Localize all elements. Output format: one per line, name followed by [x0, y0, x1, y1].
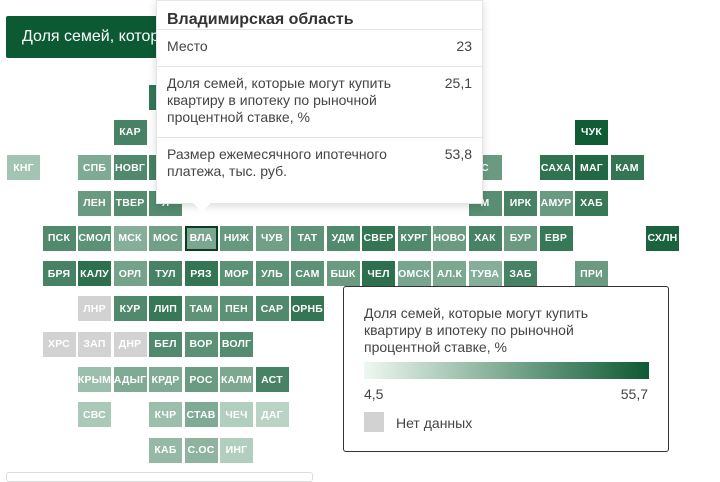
region-tile[interactable]: МОС	[149, 225, 182, 251]
region-tile[interactable]: УЛЬ	[255, 261, 289, 287]
region-tile[interactable]: АДЫГ	[113, 367, 147, 392]
region-tile[interactable]: ВОЛГ	[220, 331, 253, 357]
no-data-label: Нет данных	[396, 415, 473, 431]
tooltip-row-rank: Место 23	[157, 29, 482, 66]
region-tile[interactable]: ТАМ	[184, 296, 218, 322]
region-tile[interactable]: РЯЗ	[184, 261, 218, 287]
region-tile[interactable]: СХЛН	[646, 225, 679, 251]
region-tile[interactable]: ЧЕЛ	[362, 261, 395, 287]
legend-color-scale	[364, 362, 649, 379]
region-tooltip: Владимирская область Место 23 Доля семей…	[156, 0, 483, 212]
legend-max-label: 55,7	[620, 386, 648, 402]
region-tile[interactable]: НОВГ	[113, 155, 147, 181]
region-tile[interactable]: КНГ	[7, 155, 40, 181]
tooltip-title: Владимирская область	[167, 11, 354, 28]
tooltip-row-share: Доля семей, которые могут купить квартир…	[157, 66, 482, 137]
tooltip-row-label: Место	[167, 38, 208, 54]
region-tile[interactable]: КУР	[113, 296, 147, 322]
region-tile[interactable]: МОР	[220, 261, 253, 287]
tooltip-row-value: 53,8	[444, 146, 472, 162]
tooltip-row-label: Доля семей, которые могут купить квартир…	[167, 75, 392, 125]
region-tile[interactable]: МАГ	[575, 155, 608, 181]
region-tile[interactable]: НИЖ	[220, 225, 253, 251]
region-tile[interactable]: БШК	[326, 261, 360, 287]
region-tile[interactable]: КРЫМ	[78, 367, 111, 392]
region-tile[interactable]: ПЕН	[220, 296, 253, 322]
region-tile[interactable]: ОРНБ	[291, 296, 324, 322]
region-tile[interactable]: КАЛМ	[220, 367, 253, 392]
region-tile[interactable]: ЧЕЧ	[220, 402, 253, 428]
region-tile[interactable]: РОС	[184, 367, 218, 392]
region-tile[interactable]: КАР	[113, 119, 147, 145]
region-tile[interactable]: АМУР	[539, 190, 573, 216]
region-tile[interactable]: ТУВА	[468, 261, 502, 287]
region-tile[interactable]: САМ	[291, 261, 324, 287]
tooltip-row-value: 25,1	[444, 75, 472, 91]
region-tile[interactable]: САХА	[539, 155, 573, 181]
region-tile[interactable]: КУРГ	[397, 225, 431, 251]
region-tile[interactable]: ОМСК	[397, 261, 431, 287]
region-tile[interactable]: ЗАБ	[504, 261, 537, 287]
region-tile[interactable]: СВЕР	[362, 225, 395, 251]
region-tile[interactable]: КРДР	[149, 367, 182, 392]
tooltip-row-payment: Размер ежемесячного ипотечного платежа, …	[157, 137, 482, 192]
region-tile[interactable]: ЛЕН	[78, 190, 111, 216]
region-tile[interactable]: СВС	[78, 402, 111, 428]
region-tile[interactable]: ИРК	[504, 190, 537, 216]
region-tile[interactable]: КЧР	[149, 402, 182, 428]
region-tile[interactable]: СМОЛ	[78, 225, 111, 251]
legend-title: Доля семей, которые могут купить квартир…	[364, 305, 589, 355]
region-tile[interactable]: ОРЛ	[113, 261, 147, 287]
tooltip-row-value: 23	[456, 38, 472, 54]
region-tile[interactable]: ЛНР	[78, 296, 111, 322]
region-tile[interactable]: КАБ	[149, 437, 182, 463]
region-tile[interactable]: КАЛУ	[78, 261, 111, 287]
region-tile[interactable]: ТУЛ	[149, 261, 182, 287]
region-tile[interactable]: ТВЕР	[113, 190, 147, 216]
region-tile[interactable]: ВОР	[184, 331, 218, 357]
region-tile[interactable]: БЕЛ	[149, 331, 182, 357]
region-tile[interactable]: ХАК	[468, 225, 502, 251]
region-tile[interactable]: ЛИП	[149, 296, 182, 322]
region-tile[interactable]: АЛ.К	[433, 261, 466, 287]
region-tile[interactable]: ЕВР	[539, 225, 573, 251]
indicator-selector-button[interactable]: Доля семей, которые могут купить	[6, 16, 174, 58]
region-tile[interactable]: ТАТ	[291, 225, 324, 251]
region-tile[interactable]: ЗАП	[78, 331, 111, 357]
region-tile[interactable]: ИНГ	[220, 437, 253, 463]
region-tile[interactable]: БРЯ	[42, 261, 76, 287]
region-tile[interactable]: УДМ	[326, 225, 360, 251]
region-tile[interactable]: АСТ	[255, 367, 289, 392]
region-tile[interactable]: САР	[255, 296, 289, 322]
region-tile[interactable]: ЧУВ	[255, 225, 289, 251]
legend-min-label: 4,5	[364, 386, 384, 402]
bottom-panel-edge	[6, 472, 313, 482]
region-tile[interactable]: ХРС	[42, 331, 76, 357]
region-tile[interactable]: ЧУК	[575, 119, 608, 145]
region-tile[interactable]: ХАБ	[575, 190, 608, 216]
map-legend: Доля семей, которые могут купить квартир…	[343, 286, 669, 452]
region-tile[interactable]: НОВО	[433, 225, 466, 251]
tooltip-row-label: Размер ежемесячного ипотечного платежа, …	[167, 146, 387, 179]
region-tile[interactable]: ДНР	[113, 331, 147, 357]
region-tile[interactable]: МСК	[113, 225, 147, 251]
region-tile[interactable]: СТАВ	[184, 402, 218, 428]
region-tile[interactable]: БУР	[504, 225, 537, 251]
region-tile[interactable]: СПБ	[78, 155, 111, 181]
region-tile[interactable]: ПСК	[42, 225, 76, 251]
region-tile[interactable]: ДАГ	[255, 402, 289, 428]
region-tile[interactable]: КАМ	[610, 155, 644, 181]
region-tile[interactable]: ВЛА	[184, 225, 218, 251]
region-tile[interactable]: ПРИ	[575, 261, 608, 287]
no-data-swatch	[364, 412, 384, 432]
region-tile[interactable]: С.ОС	[184, 437, 218, 463]
